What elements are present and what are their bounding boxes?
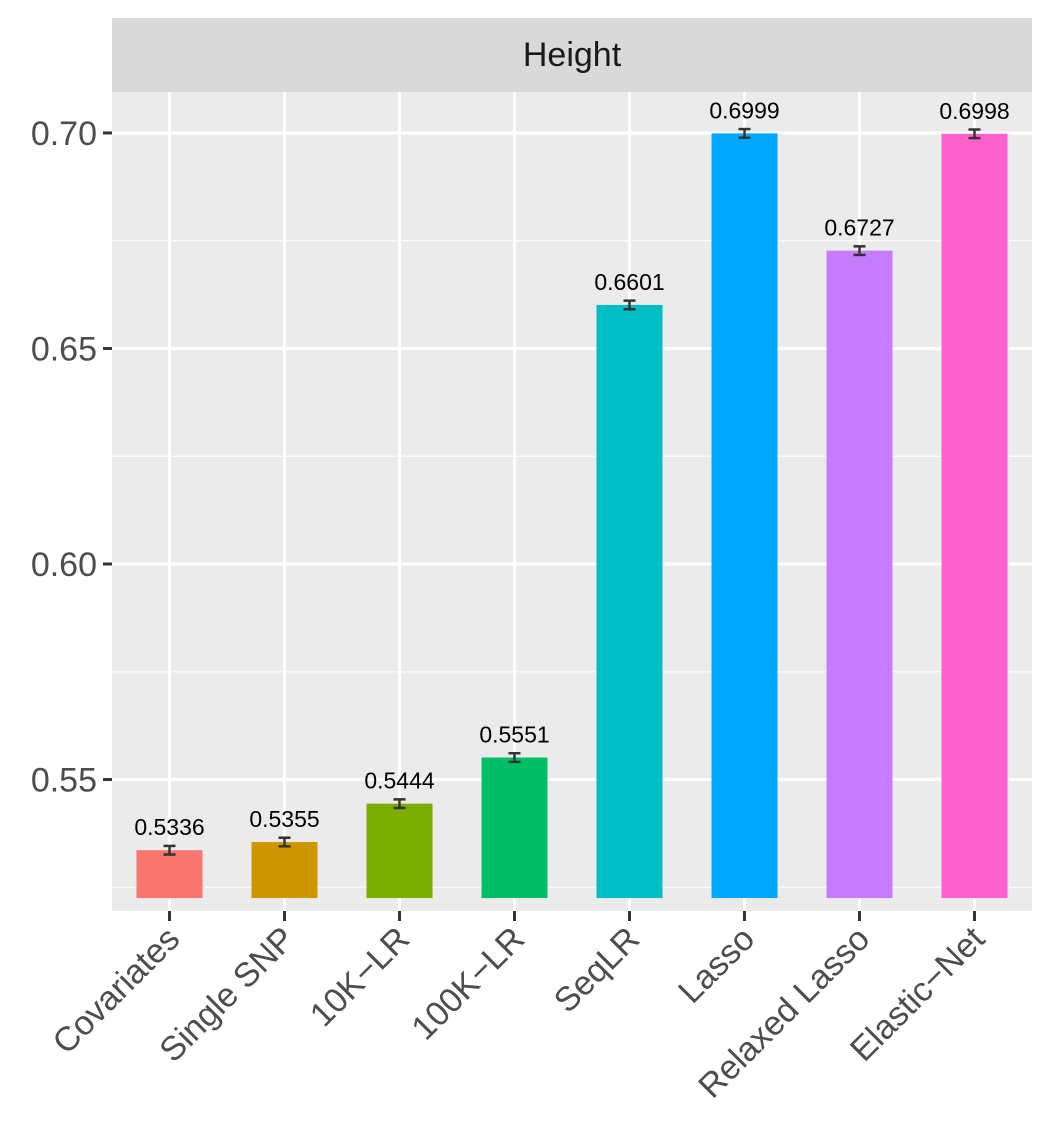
y-tick-label: 0.65	[31, 330, 97, 368]
x-tick-label: 10K−LR	[303, 920, 417, 1034]
y-tick-label: 0.55	[31, 762, 97, 800]
error-bar	[508, 751, 521, 764]
y-tick-label: 0.60	[31, 546, 97, 584]
error-bar	[623, 299, 636, 311]
y-tick-label: 0.70	[31, 115, 97, 153]
data-label: 0.6999	[709, 97, 779, 123]
facet-strip-background	[112, 18, 1032, 92]
error-bar	[393, 798, 406, 810]
bar	[136, 850, 203, 899]
bar	[941, 133, 1008, 899]
error-bar	[738, 127, 751, 139]
bar	[366, 803, 433, 899]
error-bar	[278, 836, 291, 848]
data-label: 0.6727	[824, 215, 894, 241]
bar	[596, 304, 663, 899]
y-axis: 0.55 0.60 0.65 0.70	[31, 115, 112, 800]
bar	[711, 133, 778, 899]
bars	[136, 133, 1008, 899]
data-label: 0.6601	[594, 269, 664, 295]
bar	[481, 757, 548, 899]
error-bars	[163, 127, 981, 856]
data-label: 0.5336	[134, 814, 204, 840]
data-label: 0.5551	[479, 722, 549, 748]
data-labels: 0.5336 0.5355 0.5444 0.5551 0.6601 0.6999 0.67…	[134, 97, 1009, 840]
x-tick-label: 100K−LR	[404, 920, 532, 1048]
x-tick-label: SeqLR	[547, 920, 647, 1020]
data-label: 0.5444	[364, 768, 435, 794]
x-tick-label: Lasso	[671, 920, 762, 1011]
bar	[251, 842, 318, 899]
data-label: 0.5355	[249, 806, 319, 832]
facet-strip-label: Height	[523, 36, 622, 74]
error-bar	[968, 128, 981, 140]
error-bar	[163, 844, 176, 856]
bar	[826, 250, 893, 899]
error-bar	[853, 245, 866, 257]
data-label: 0.6998	[939, 98, 1009, 124]
